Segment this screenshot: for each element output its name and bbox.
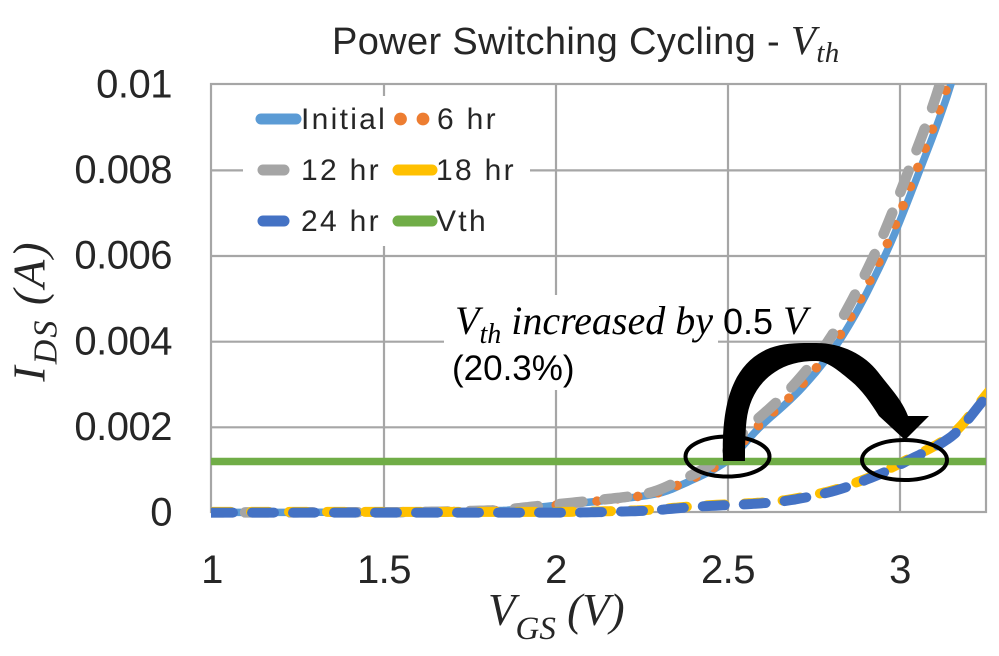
- svg-text:2.5: 2.5: [701, 548, 755, 592]
- svg-text:1: 1: [201, 548, 223, 592]
- svg-text:VGS (V): VGS (V): [488, 585, 625, 647]
- svg-text:0: 0: [150, 491, 172, 535]
- svg-text:IDS (A): IDS (A): [4, 240, 65, 382]
- svg-text:0.01: 0.01: [96, 63, 172, 107]
- svg-text:12 hr: 12 hr: [301, 154, 381, 187]
- svg-text:18 hr: 18 hr: [436, 154, 516, 187]
- svg-text:0.002: 0.002: [74, 405, 172, 449]
- svg-text:0.006: 0.006: [74, 234, 172, 278]
- svg-text:1.5: 1.5: [357, 548, 411, 592]
- svg-text:0.008: 0.008: [74, 148, 172, 192]
- svg-text:Vth: Vth: [436, 205, 488, 238]
- svg-text:Power Switching Cycling - Vth: Power Switching Cycling - Vth: [332, 17, 840, 69]
- svg-text:(20.3%): (20.3%): [452, 349, 575, 388]
- svg-text:24 hr: 24 hr: [301, 205, 381, 238]
- svg-text:3: 3: [889, 548, 911, 592]
- svg-text:6 hr: 6 hr: [437, 103, 498, 136]
- svg-text:0.004: 0.004: [74, 319, 172, 363]
- svg-text:Vth increased by 0.5 V: Vth increased by 0.5 V: [455, 298, 812, 350]
- svg-text:2: 2: [545, 548, 567, 592]
- svg-text:Initial: Initial: [301, 103, 387, 136]
